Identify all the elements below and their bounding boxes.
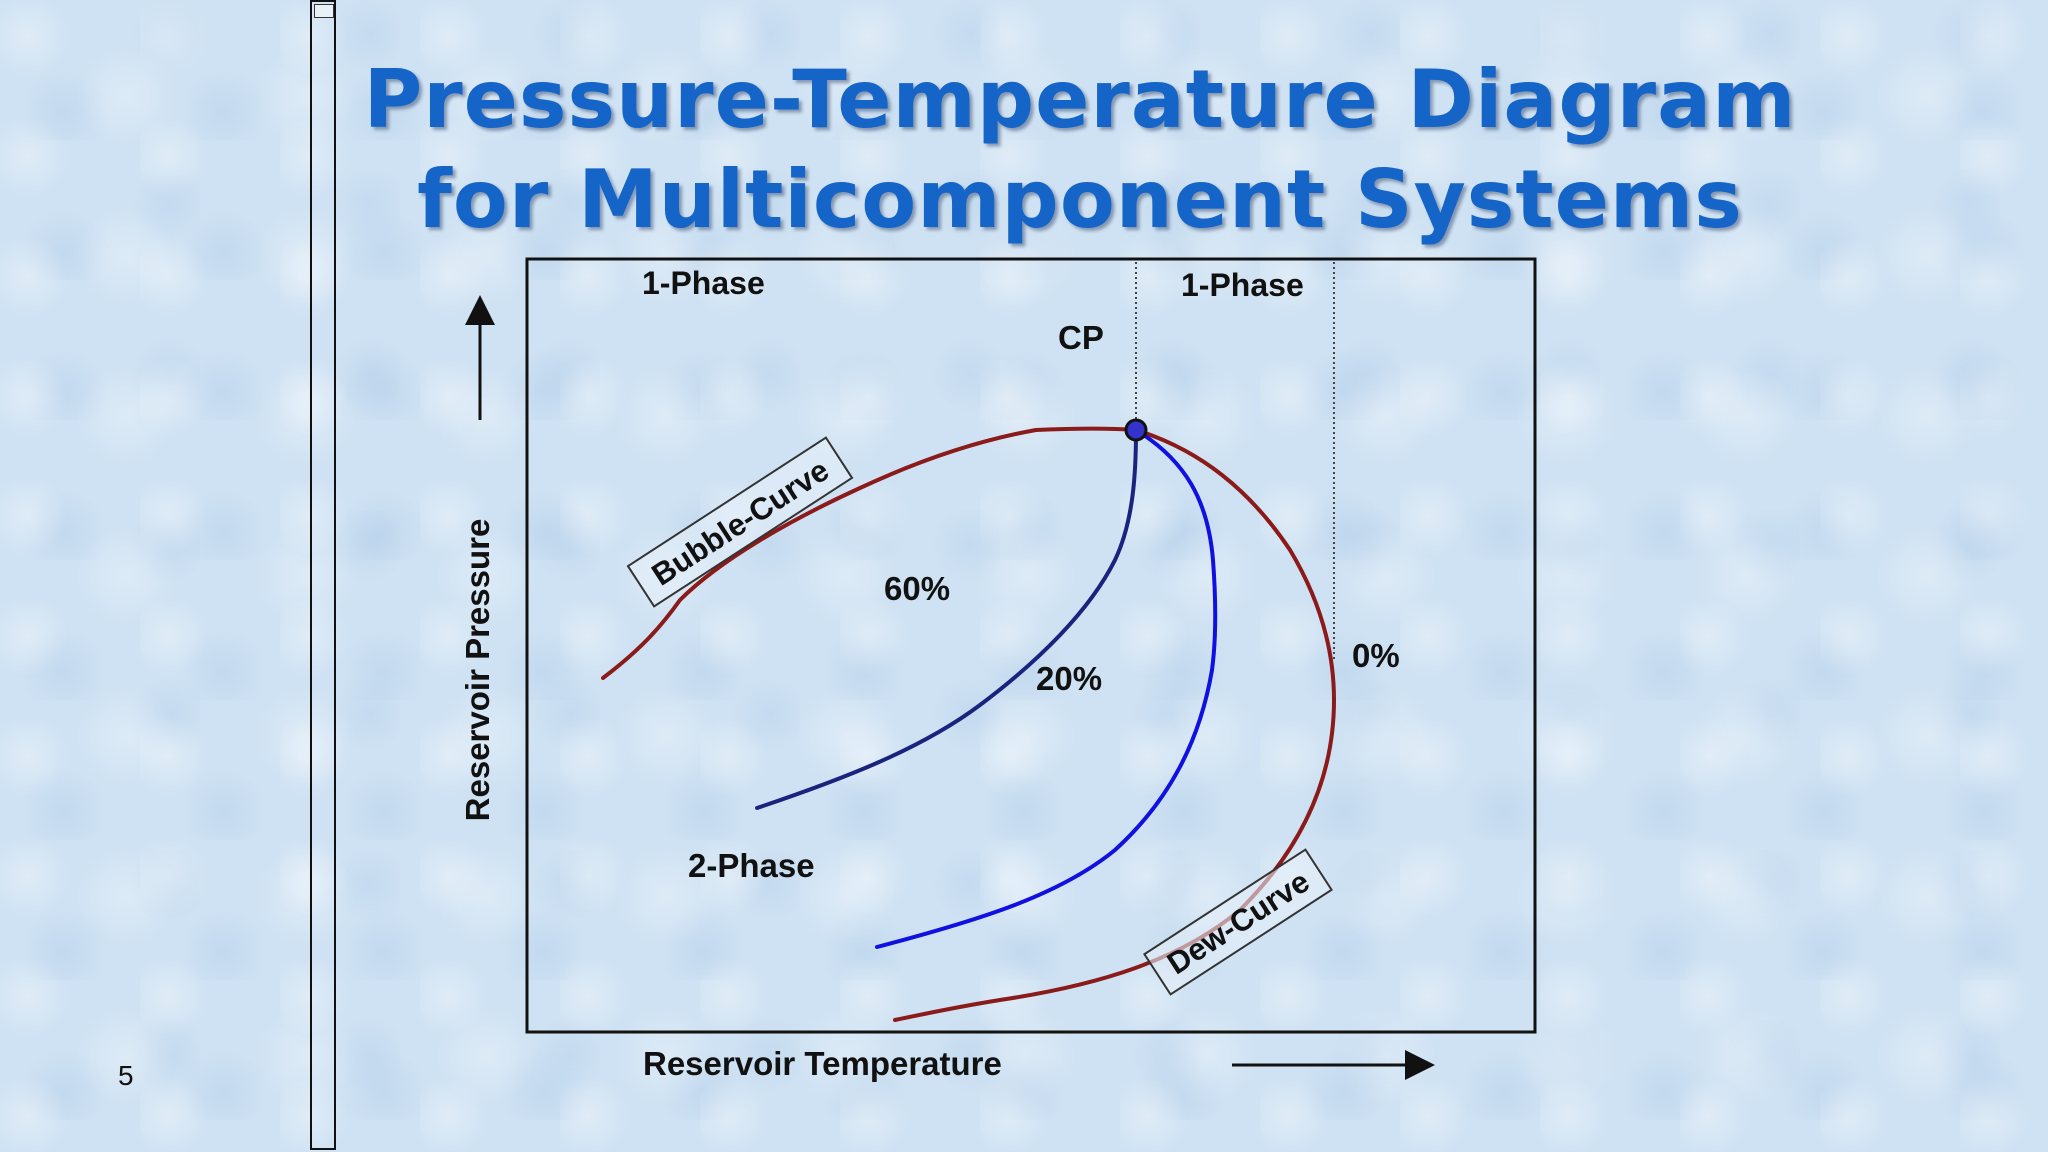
critical-point-marker bbox=[1124, 418, 1148, 442]
dew-curve-label-group: Dew-Curve bbox=[1143, 848, 1333, 996]
x-axis-label: Reservoir Temperature bbox=[643, 1045, 1002, 1082]
title-line-2: for Multicomponent Systems bbox=[417, 153, 1743, 246]
bubble-curve-label-group: Bubble-Curve bbox=[626, 436, 854, 608]
page-number: 5 bbox=[118, 1060, 134, 1091]
label-critical-point: CP bbox=[1058, 319, 1104, 356]
title-line-1: Pressure-Temperature Diagram bbox=[363, 53, 1797, 146]
bubble-curve-line bbox=[601, 426, 1138, 680]
label-1-phase-right: 1-Phase bbox=[1181, 267, 1304, 303]
plot-frame bbox=[525, 257, 1537, 1034]
bubble-curve-label: Bubble-Curve bbox=[646, 452, 836, 592]
label-2-phase: 2-Phase bbox=[688, 847, 815, 884]
bubble-curve-label-box bbox=[626, 436, 854, 608]
dew-curve-label-box bbox=[1143, 848, 1333, 996]
dew-curve-label: Dew-Curve bbox=[1161, 864, 1316, 982]
slide-title: Pressure-Temperature Diagram for Multico… bbox=[340, 50, 1820, 250]
quality-line-60 bbox=[755, 428, 1138, 810]
slide-sidebar-strip bbox=[310, 0, 336, 1150]
y-axis-label: Reservoir Pressure bbox=[459, 519, 496, 822]
label-quality-60: 60% bbox=[884, 570, 950, 607]
label-1-phase-left: 1-Phase bbox=[642, 265, 765, 301]
label-quality-0: 0% bbox=[1352, 637, 1400, 674]
label-quality-20: 20% bbox=[1036, 660, 1102, 697]
quality-line-20 bbox=[875, 428, 1218, 949]
dew-curve-line bbox=[893, 428, 1337, 1022]
slide-thumbnail[interactable] bbox=[314, 4, 334, 18]
